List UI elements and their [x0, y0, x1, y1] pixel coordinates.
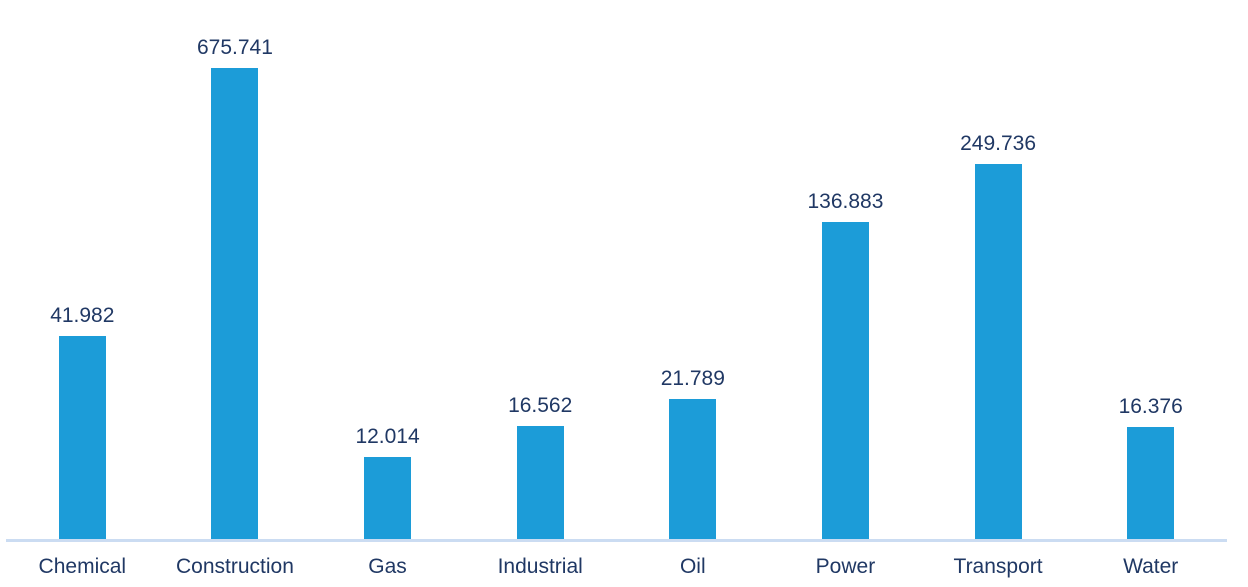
category-axis-labels: Chemical Construction Gas Industrial Oil Powe… [6, 554, 1227, 580]
value-label: 16.562 [508, 394, 573, 417]
value-label: 249.736 [960, 132, 1037, 155]
value-label: 675.741 [196, 36, 273, 59]
bar-column: 21.789 [617, 0, 770, 539]
bar [974, 164, 1022, 539]
bar-column: 136.883 [769, 0, 922, 539]
bar-column: 16.562 [464, 0, 617, 539]
bar-column: 249.736 [922, 0, 1075, 539]
bar-column: 41.982 [6, 0, 159, 539]
bar-column: 12.014 [311, 0, 464, 539]
bar [364, 457, 412, 539]
category-label: Water [1123, 555, 1179, 578]
bar [669, 399, 717, 539]
category-label: Construction [175, 555, 294, 578]
category-label: Transport [953, 555, 1043, 578]
bar [821, 222, 869, 539]
bar [211, 68, 259, 539]
bar [58, 336, 106, 539]
bar [516, 426, 564, 539]
value-label: 136.883 [807, 190, 884, 213]
value-label: 12.014 [355, 425, 420, 448]
bar-column: 675.741 [159, 0, 312, 539]
category-label: Industrial [497, 555, 583, 578]
category-label: Power [815, 555, 876, 578]
bar [1127, 427, 1175, 539]
category-label: Oil [679, 555, 706, 578]
value-label: 21.789 [660, 367, 725, 390]
category-label: Gas [368, 555, 407, 578]
bar-column: 16.376 [1074, 0, 1227, 539]
category-label: Chemical [38, 555, 127, 578]
x-axis-line [6, 539, 1227, 542]
plot-area: 41.982 675.741 12.014 16.562 21.789 136.883 24… [6, 0, 1227, 539]
value-label: 41.982 [50, 304, 115, 327]
value-label: 16.376 [1118, 395, 1183, 418]
